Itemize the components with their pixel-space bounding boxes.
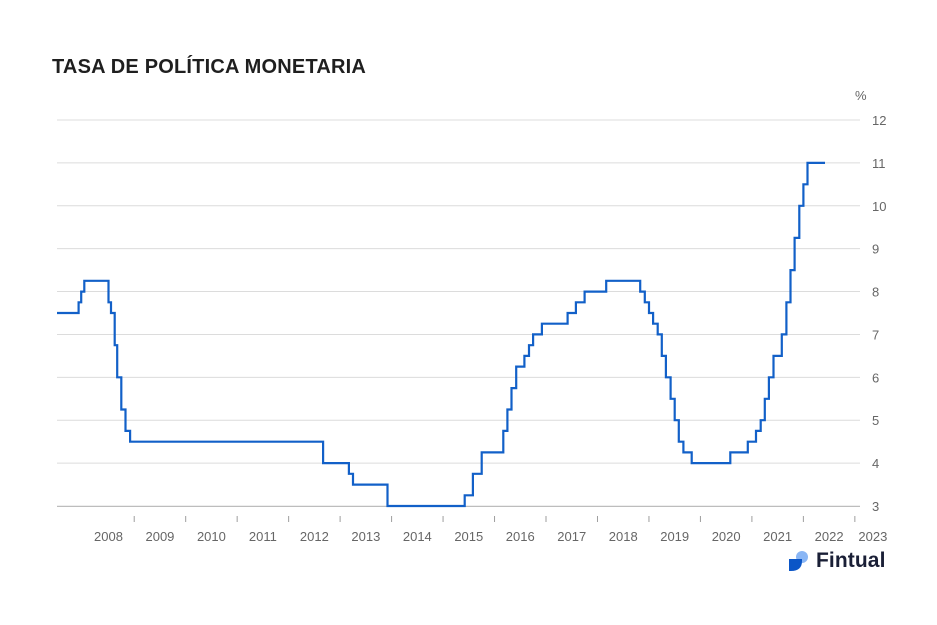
x-tick-label: 2011	[249, 529, 277, 544]
x-tick-label: 2018	[609, 529, 638, 544]
brand-name: Fintual	[816, 549, 886, 572]
series-group	[57, 161, 825, 508]
x-tick-label: 2014	[403, 529, 432, 544]
fintual-logo-icon	[789, 551, 808, 571]
x-axis: 2008 2009 2010 2011 2012 2013 2014 2015 2016 2017…	[57, 506, 887, 544]
y-tick-label: 9	[872, 242, 879, 257]
y-tick-label: 6	[872, 370, 879, 385]
y-tick-label: 5	[872, 413, 879, 428]
x-tick-label: 2010	[197, 529, 226, 544]
series-line	[57, 161, 825, 508]
x-tick-label: 2009	[145, 529, 174, 544]
x-tick-label: 2017	[557, 529, 586, 544]
x-tick-label: 2015	[454, 529, 483, 544]
y-axis: % 3 4 5 6 7 8 9 10 11 12	[855, 88, 886, 514]
y-tick-label: 3	[872, 499, 879, 514]
x-tick-label: 2020	[712, 529, 741, 544]
x-tick-label: 2021	[763, 529, 792, 544]
y-tick-label: 4	[872, 456, 879, 471]
y-tick-label: 12	[872, 113, 886, 128]
x-tick-label: 2019	[660, 529, 689, 544]
x-tick-label: 2012	[300, 529, 329, 544]
x-tick-label: 2022	[815, 529, 844, 544]
x-tick-label: 2008	[94, 529, 123, 544]
brand-logo: Fintual	[788, 549, 886, 573]
grid-lines	[57, 119, 860, 507]
y-tick-label: 11	[872, 156, 886, 171]
y-tick-label: 7	[872, 327, 879, 342]
y-tick-label: 10	[872, 199, 886, 214]
x-tick-label: 2016	[506, 529, 535, 544]
x-tick-label: 2013	[351, 529, 380, 544]
chart-title: TASA DE POLÍTICA MONETARIA	[52, 56, 367, 78]
y-axis-unit: %	[855, 88, 867, 103]
y-tick-label: 8	[872, 285, 879, 300]
x-tick-label: 2023	[858, 529, 887, 544]
